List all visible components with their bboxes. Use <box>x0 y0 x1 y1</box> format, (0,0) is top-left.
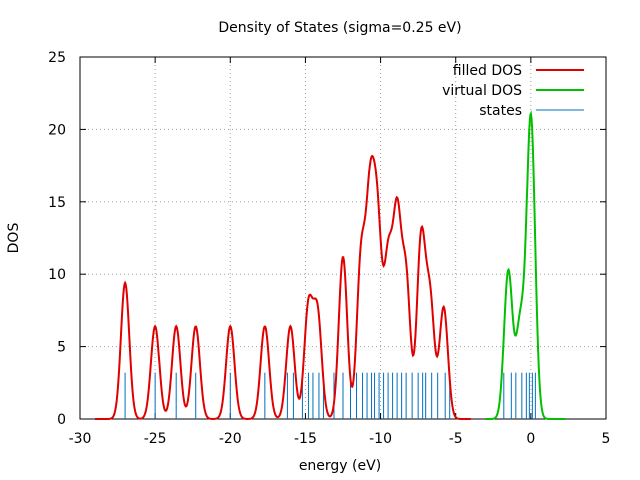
x-tick-label: 0 <box>526 431 535 447</box>
y-tick-label: 0 <box>57 412 66 428</box>
y-axis-label: DOS <box>6 223 22 254</box>
legend-label: filled DOS <box>453 63 522 79</box>
x-tick-label: -20 <box>219 431 242 447</box>
x-tick-label: -10 <box>369 431 392 447</box>
y-tick-label: 20 <box>48 122 66 138</box>
legend-label: virtual DOS <box>442 83 522 99</box>
legend-label: states <box>479 103 522 119</box>
y-tick-label: 5 <box>57 340 66 356</box>
x-tick-label: 5 <box>602 431 611 447</box>
x-tick-label: -5 <box>449 431 463 447</box>
x-axis: -30 -25 -20 -15 -10 -5 0 5 <box>69 57 611 447</box>
y-tick-label: 25 <box>48 50 66 66</box>
legend: filled DOS virtual DOS states <box>442 63 584 119</box>
y-tick-label: 10 <box>48 267 66 283</box>
x-tick-label: -30 <box>69 431 92 447</box>
y-tick-label: 15 <box>48 195 66 211</box>
chart-title: Density of States (sigma=0.25 eV) <box>218 20 461 36</box>
filled-dos-line <box>95 154 471 420</box>
x-axis-label: energy (eV) <box>299 458 381 474</box>
virtual-dos-line <box>485 110 566 420</box>
x-tick-label: -25 <box>144 431 167 447</box>
series-layer <box>95 110 566 420</box>
x-tick-label: -15 <box>294 431 317 447</box>
y-axis: 0 5 10 15 20 25 <box>48 50 606 428</box>
